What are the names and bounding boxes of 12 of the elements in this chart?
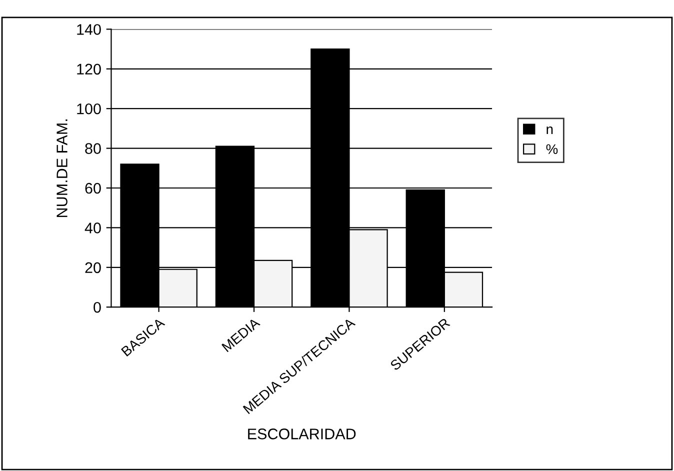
y-tick-label: 120 [77,64,101,75]
y-tick-label: 100 [77,103,101,114]
legend-label: % [546,144,558,154]
y-axis-title: NUM.DE FAM. [56,119,68,217]
x-axis-title: ESCOLARIDAD [248,428,356,440]
y-tick-label: 40 [84,222,101,234]
y-tick-label: 60 [85,182,101,194]
y-tick-label: 140 [77,24,101,35]
y-tick-label: 20 [85,262,101,274]
y-tick-label: 80 [85,143,101,154]
legend-label: n [546,126,553,134]
y-tick-label: 0 [94,302,101,313]
